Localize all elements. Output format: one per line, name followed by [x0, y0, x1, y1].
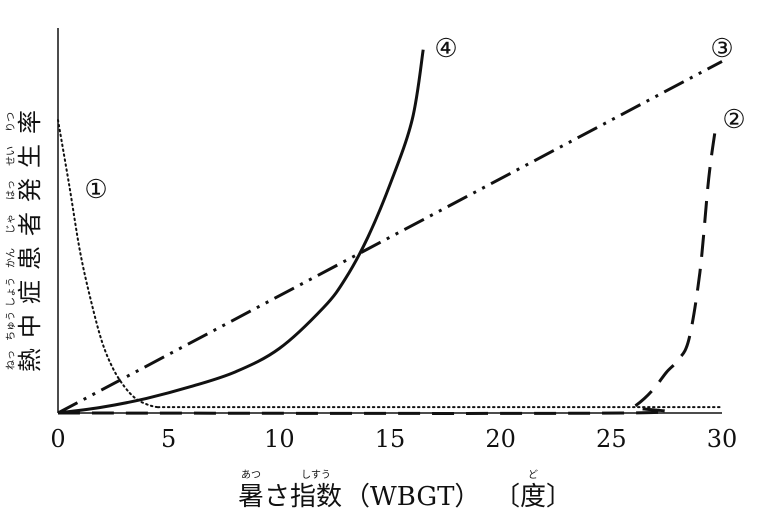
x-title-part: （WBGT）: [344, 482, 480, 512]
series-label-3: ③: [710, 34, 733, 64]
series-layer: [57, 49, 723, 415]
y-title-part: 者: [16, 212, 44, 236]
x-tick-labels: 0 5 10 15 20 25 30: [50, 425, 737, 453]
x-tick-label: 5: [161, 425, 176, 453]
y-title-ruby: りつ: [5, 112, 17, 132]
y-title-part: 患: [16, 246, 44, 270]
series-line-1: [57, 119, 723, 409]
x-tick-label: 25: [596, 425, 627, 453]
chart-axes: [57, 28, 722, 414]
y-title-part: 熱: [16, 348, 44, 372]
x-tick-label: 30: [707, 425, 738, 453]
series-label-4: ④: [434, 34, 457, 64]
x-tick-label: 15: [375, 425, 406, 453]
x-title-ruby: あつ: [241, 469, 261, 481]
series-line-4: [57, 49, 425, 415]
y-title-part: 生: [16, 144, 44, 168]
y-title-ruby: しょう: [5, 277, 17, 307]
x-title-ruby: しすう: [301, 469, 331, 481]
x-title-part: 度: [520, 482, 546, 512]
y-title-ruby: せい: [5, 146, 17, 166]
y-title-part: 症: [16, 280, 44, 304]
y-title-ruby: じゃ: [5, 214, 17, 234]
x-tick-label: 0: [50, 425, 65, 453]
x-title-ruby: ど: [528, 469, 538, 481]
y-title-part: 率: [16, 110, 44, 134]
x-tick-label: 20: [485, 425, 516, 453]
x-tick-label: 10: [264, 425, 295, 453]
x-title-part: 〕: [546, 482, 572, 512]
x-title-part: さ: [264, 482, 290, 512]
series-label-1: ①: [84, 175, 107, 205]
series-label-2: ②: [722, 105, 745, 135]
series-labels: ① ② ③ ④: [84, 34, 745, 205]
x-title-part: 〔: [494, 482, 520, 512]
series-line-3: [57, 60, 723, 415]
x-title-part: 指数: [290, 482, 342, 512]
y-title-ruby: ちゅう: [5, 311, 17, 341]
y-title-part: 発: [16, 178, 44, 202]
x-title-part: 暑: [238, 482, 264, 512]
y-title-ruby: ねっ: [5, 350, 17, 370]
y-title-ruby: かん: [5, 248, 17, 268]
y-title-ruby: はっ: [5, 180, 17, 200]
y-title-part: 中: [16, 314, 44, 338]
series-line-2: [57, 128, 717, 415]
